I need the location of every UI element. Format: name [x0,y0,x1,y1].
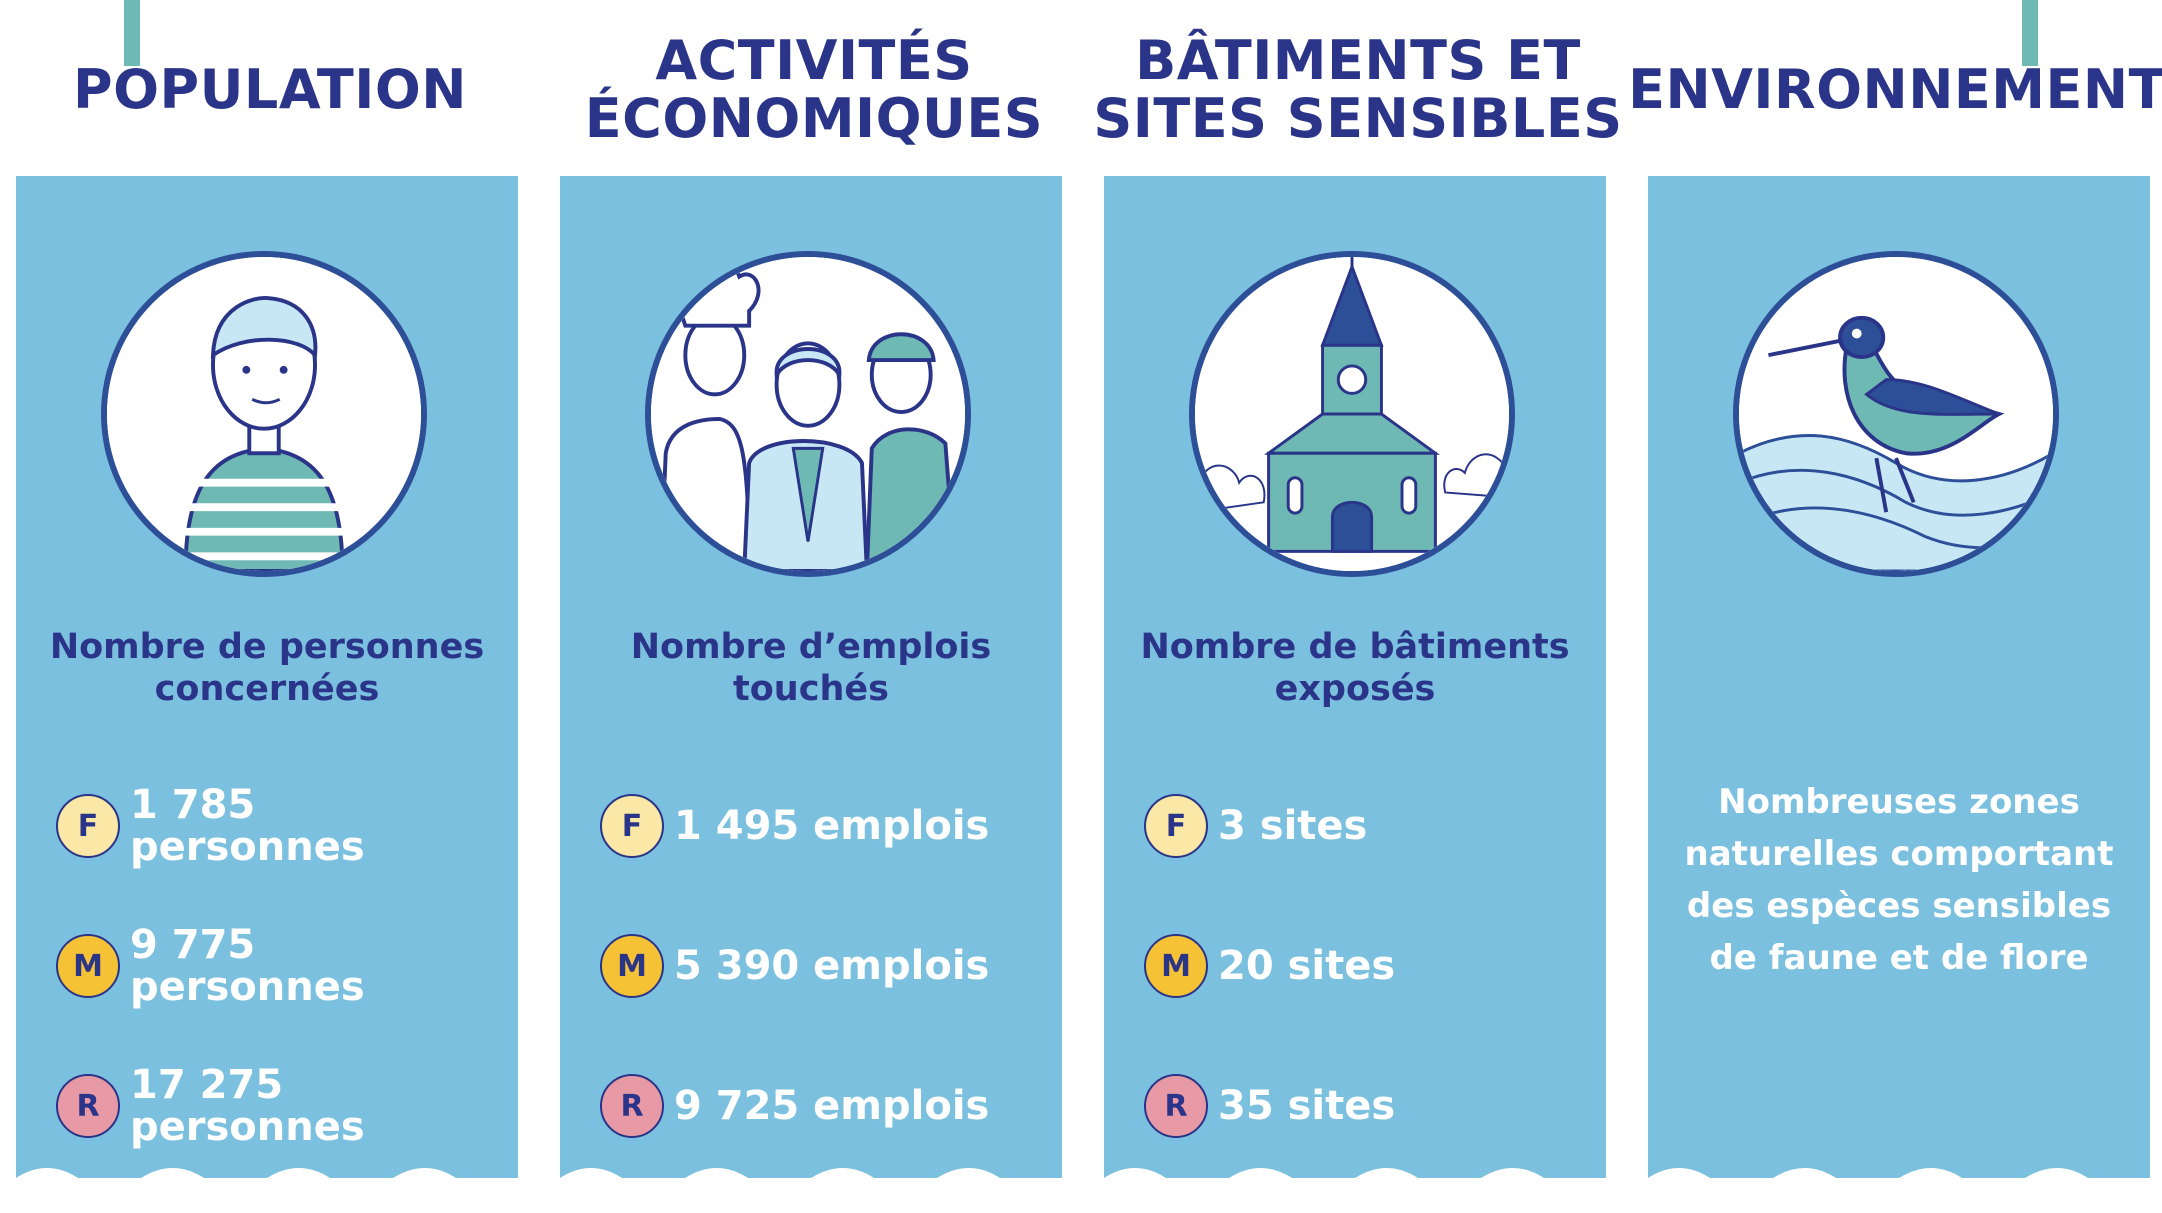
column-title-activites: ACTIVITÉS ÉCONOMIQUES [544,20,1084,160]
accent-bar-right [2022,0,2038,66]
subtitle-line: Nombre de bâtiments [1140,627,1570,667]
value-line: 9 775 [130,922,256,968]
subtitle-line: Nombre d’emplois [630,627,992,667]
text-line: naturelles comportant [1684,834,2114,874]
value-R-population: 17 275 personnes [130,1064,365,1148]
value-M-population: 9 775 personnes [130,924,365,1008]
value-line: personnes [130,964,365,1010]
column-title-batiments: BÂTIMENTS ET SITES SENSIBLES [1088,20,1628,160]
title-line: ÉCONOMIQUES [584,87,1044,150]
person-icon [101,251,427,577]
bird-icon [1733,251,2059,577]
badge-F: F [1144,794,1208,858]
value-line: 35 sites [1218,1083,1396,1129]
title-line: POPULATION [73,58,467,121]
badge-M: M [1144,934,1208,998]
text-line: des espèces sensibles [1686,886,2112,926]
row-M-population: M 9 775 personnes [56,924,365,1008]
row-R-activites: R 9 725 emplois [600,1066,989,1146]
value-F-activites: 1 495 emplois [674,805,989,847]
subtitle-line: concernées [154,669,380,709]
column-title-environnement: ENVIRONNEMENT [1628,20,2162,160]
value-F-batiments: 3 sites [1218,805,1367,847]
value-M-batiments: 20 sites [1218,945,1395,987]
value-R-batiments: 35 sites [1218,1085,1395,1127]
wave-edge [1648,1168,2150,1198]
text-line: de faune et de flore [1709,938,2089,978]
church-icon [1189,251,1515,577]
subtitle-activites: Nombre d’emplois touchés [560,626,1062,710]
environnement-text: Nombreuses zones naturelles comportant d… [1648,776,2150,984]
text-line: Nombreuses zones [1718,782,2080,822]
row-R-batiments: R 35 sites [1144,1066,1395,1146]
panel-batiments: Nombre de bâtiments exposés F 3 sites M … [1104,176,1606,1198]
row-M-batiments: M 20 sites [1144,926,1395,1006]
title-line: SITES SENSIBLES [1093,87,1623,150]
wave-edge [16,1168,518,1198]
value-line: 17 275 [130,1062,284,1108]
row-F-population: F 1 785 personnes [56,784,365,868]
row-F-activites: F 1 495 emplois [600,786,989,866]
value-R-activites: 9 725 emplois [674,1085,989,1127]
value-line: 20 sites [1218,943,1396,989]
row-R-population: R 17 275 personnes [56,1064,365,1148]
workers-icon [645,251,971,577]
value-line: 3 sites [1218,803,1368,849]
subtitle-line: Nombre de personnes [49,627,485,667]
value-line: 1 495 emplois [674,803,990,849]
panel-activites: Nombre d’emplois touchés F 1 495 emplois… [560,176,1062,1198]
badge-M: M [600,934,664,998]
value-line: personnes [130,824,365,870]
badge-R: R [56,1074,120,1138]
value-line: personnes [130,1104,365,1150]
accent-bar-left [124,0,140,66]
badge-F: F [56,794,120,858]
value-F-population: 1 785 personnes [130,784,365,868]
row-F-batiments: F 3 sites [1144,786,1367,866]
wave-edge [1104,1168,1606,1198]
value-line: 5 390 emplois [674,943,990,989]
value-line: 1 785 [130,782,256,828]
subtitle-batiments: Nombre de bâtiments exposés [1104,626,1606,710]
panel-population: Nombre de personnes concernées F 1 785 p… [16,176,518,1198]
value-line: 9 725 emplois [674,1083,990,1129]
badge-F: F [600,794,664,858]
row-M-activites: M 5 390 emplois [600,926,989,1006]
subtitle-line: touchés [733,669,889,709]
badge-R: R [1144,1074,1208,1138]
subtitle-line: exposés [1274,669,1436,709]
badge-R: R [600,1074,664,1138]
badge-M: M [56,934,120,998]
title-line: ACTIVITÉS [655,29,973,92]
value-M-activites: 5 390 emplois [674,945,989,987]
wave-edge [560,1168,1062,1198]
panel-environnement: Nombreuses zones naturelles comportant d… [1648,176,2150,1198]
title-line: ENVIRONNEMENT [1628,58,2162,121]
title-line: BÂTIMENTS ET [1135,29,1581,92]
subtitle-population: Nombre de personnes concernées [16,626,518,710]
column-title-population: POPULATION [0,20,540,160]
